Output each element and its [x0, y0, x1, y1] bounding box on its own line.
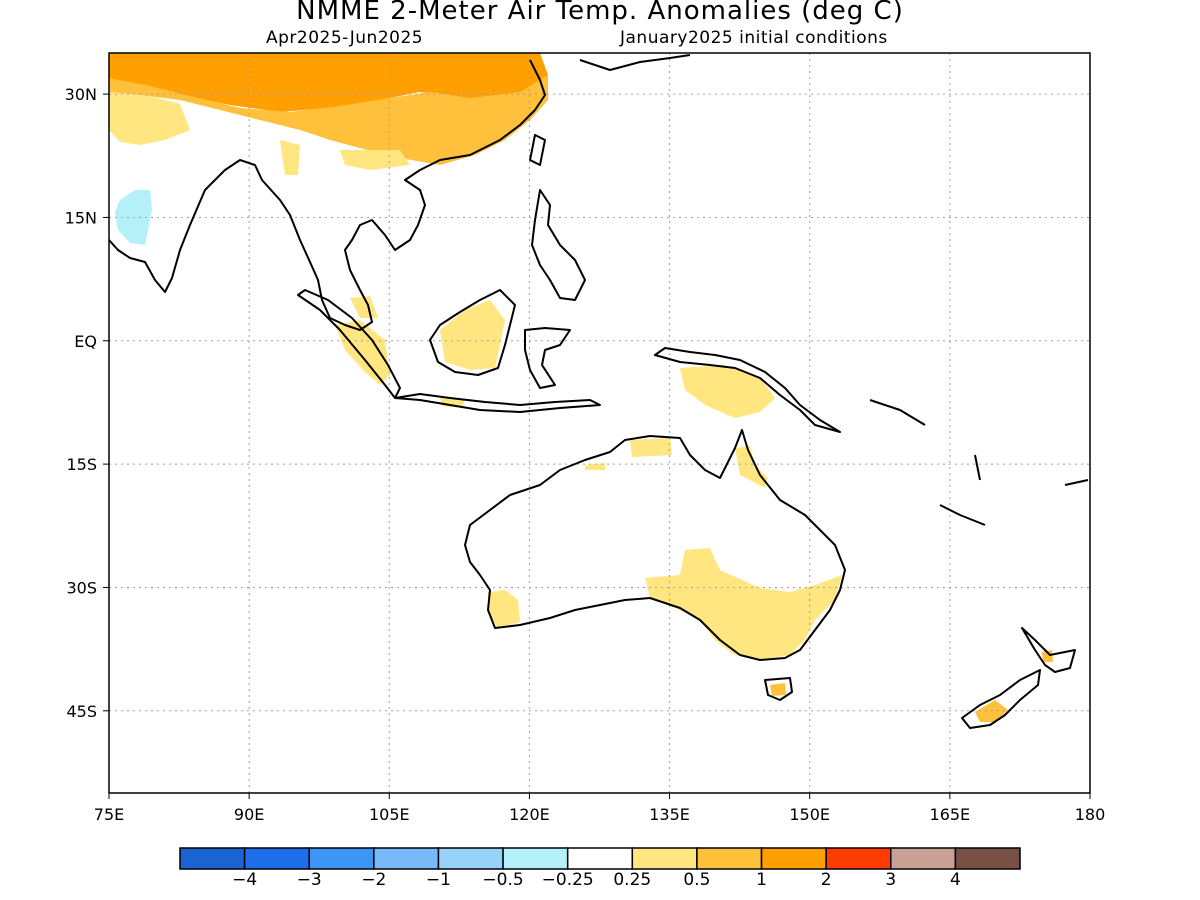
- coastline-tasmania: [764, 677, 793, 701]
- plot-frame: [108, 52, 1091, 794]
- anomaly-region-borneo: [440, 300, 505, 370]
- anomaly-fills: [109, 53, 1053, 722]
- y-tick-label: 45S: [66, 702, 97, 721]
- colorbar-swatch: [179, 847, 246, 870]
- x-tick-label: 90E: [234, 805, 264, 824]
- coastline-australia: [464, 429, 846, 661]
- anomaly-region-southwest-australia: [488, 590, 520, 628]
- coastline-taiwan: [529, 134, 546, 166]
- anomaly-region-malaya: [350, 296, 378, 318]
- x-tick-label: 120E: [509, 805, 550, 824]
- colorbar-swatch: [631, 847, 698, 870]
- colorbar-swatch: [373, 847, 440, 870]
- colorbar-swatch: [696, 847, 763, 870]
- x-tick-label: 165E: [930, 805, 971, 824]
- axis-labels: 75E 90E 105E 120E 135E 150E 165E 180 30N 15N EQ 15S…: [65, 85, 1106, 824]
- colorbar-swatch: [954, 847, 1021, 870]
- colorbar-label: 1: [756, 870, 767, 890]
- y-tick-label: 15S: [66, 455, 97, 474]
- anomaly-region-north-india: [109, 92, 190, 145]
- colorbar-label: −0.25: [541, 870, 594, 890]
- colorbar: [179, 847, 1021, 870]
- colorbar-swatch: [437, 847, 504, 870]
- anomaly-region-south-china: [109, 75, 548, 165]
- y-tick-label: EQ: [74, 332, 97, 351]
- y-tick-label: 30N: [65, 85, 97, 104]
- colorbar-swatch: [502, 847, 569, 870]
- colorbar-swatch: [308, 847, 375, 870]
- gridlines: [109, 53, 1090, 793]
- coastline-asia: [109, 59, 546, 331]
- colorbar-swatch: [243, 847, 310, 870]
- map-title: NMME 2-Meter Air Temp. Anomalies (deg C): [296, 0, 904, 26]
- coastlines: [109, 54, 1089, 729]
- colorbar-label: −2: [361, 870, 387, 890]
- colorbar-label: 3: [885, 870, 897, 890]
- coastline-sulawesi: [524, 327, 571, 389]
- x-tick-label: 75E: [94, 805, 124, 824]
- colorbar-label: 0.25: [613, 870, 652, 890]
- x-tick-label: 180: [1075, 805, 1106, 824]
- coastline-philippines: [531, 189, 586, 301]
- colorbar-label: −3: [296, 870, 322, 890]
- anomaly-region-sumatra: [335, 320, 390, 385]
- anomaly-region-china-strong: [109, 53, 548, 112]
- anomaly-region-south-china-coast: [340, 150, 410, 170]
- anomaly-region-new-guinea: [680, 365, 775, 418]
- colorbar-label: −4: [232, 870, 258, 890]
- colorbar-swatch: [566, 847, 634, 870]
- coastline-java: [394, 393, 601, 413]
- anomaly-region-cape-york: [735, 446, 768, 488]
- season-label: Apr2025-Jun2025: [266, 28, 424, 48]
- coastline-pacific-islands: [869, 399, 1089, 526]
- anomaly-region-yunnan: [280, 140, 300, 175]
- y-tick-label: 15N: [65, 208, 97, 227]
- anomaly-region-north-island: [1042, 650, 1053, 662]
- colorbar-label: 2: [820, 870, 832, 890]
- colorbar-swatch: [760, 847, 827, 870]
- anomaly-region-north-australia-2: [585, 463, 605, 470]
- anomaly-region-tasmania: [770, 683, 786, 696]
- y-tick-label: 30S: [66, 578, 97, 597]
- colorbar-label: 4: [949, 870, 961, 890]
- coastline-new-zealand-north: [1021, 627, 1076, 673]
- coastline-sumatra: [297, 289, 401, 399]
- x-tick-label: 150E: [789, 805, 830, 824]
- coastline-new-guinea: [654, 347, 841, 433]
- colorbar-swatch: [890, 847, 957, 870]
- colorbar-label: 0.5: [683, 870, 711, 890]
- colorbar-label: −0.5: [482, 870, 524, 890]
- x-tick-label: 105E: [369, 805, 410, 824]
- colorbar-swatch: [825, 847, 892, 870]
- anomaly-region-southeast-australia: [645, 548, 842, 660]
- colorbar-label: −1: [425, 870, 451, 890]
- coastline-borneo: [429, 289, 516, 376]
- anomaly-region-north-australia-1: [630, 438, 672, 457]
- coastline-japan: [579, 54, 691, 71]
- coastline-new-zealand-south: [961, 669, 1041, 729]
- initial-conditions-label: January2025 initial conditions: [620, 28, 888, 48]
- x-tick-label: 135E: [649, 805, 690, 824]
